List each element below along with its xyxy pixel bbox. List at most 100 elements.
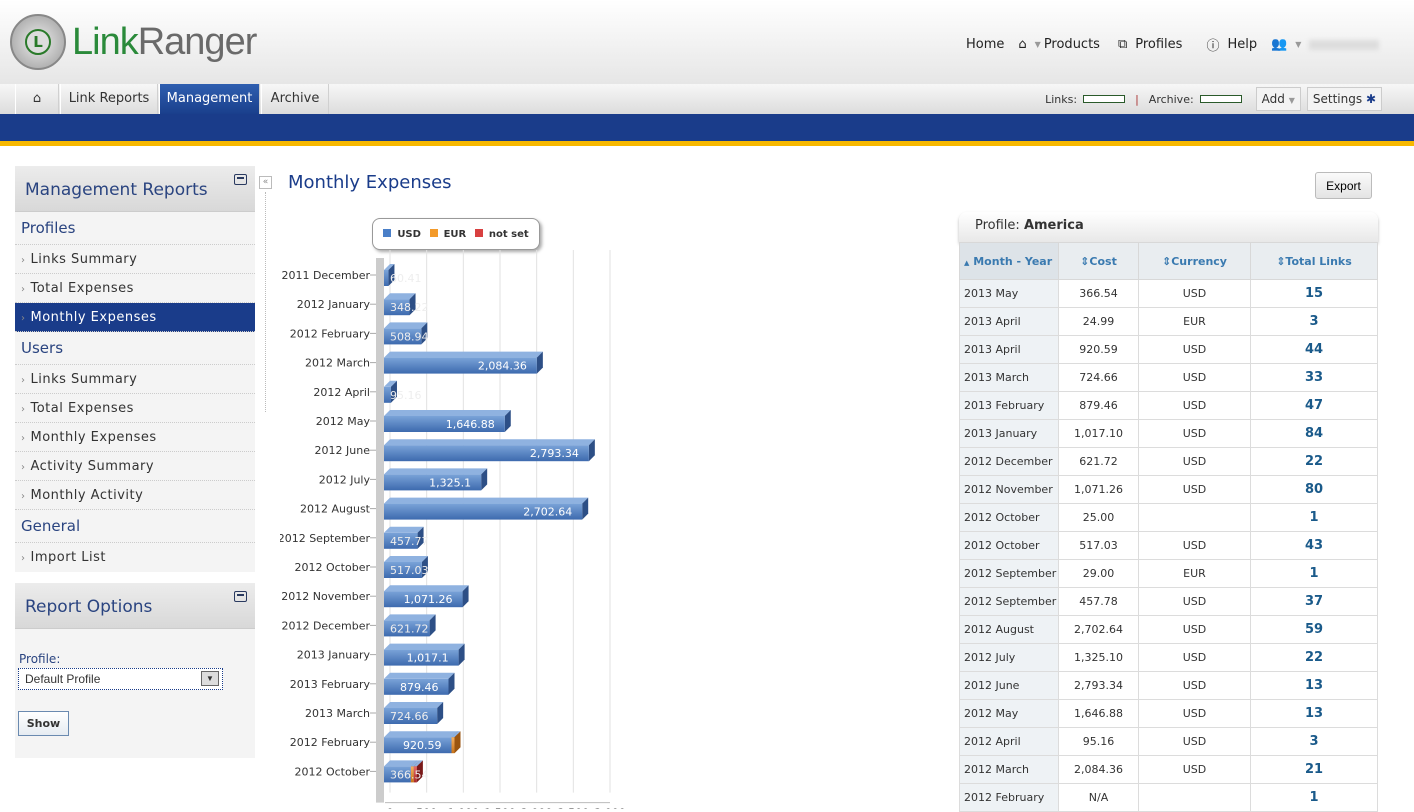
table-row[interactable]: 2012 October 25.00 1 <box>959 503 1378 532</box>
y-tick-label: 2013 February <box>290 678 371 691</box>
tab-home[interactable]: ⌂ <box>15 84 59 114</box>
table-row[interactable]: 2013 April 24.99 EUR 3 <box>959 307 1378 336</box>
table-row[interactable]: 2013 April 920.59 USD 44 <box>959 335 1378 364</box>
collapse-sidebar-icon[interactable]: « <box>259 176 272 189</box>
legend-eur[interactable]: EUR <box>429 228 466 240</box>
bar-usd[interactable] <box>384 649 459 666</box>
cell-currency: USD <box>1138 671 1251 700</box>
bar-usd[interactable] <box>384 270 389 286</box>
settings-button[interactable]: Settings ✱ <box>1306 87 1382 111</box>
minimize-icon[interactable] <box>234 174 247 185</box>
minimize-icon[interactable] <box>234 591 247 602</box>
cell-month: 2012 June <box>959 671 1059 700</box>
tab-management[interactable]: Management <box>159 84 260 114</box>
y-tick-label: 2012 March <box>305 357 370 370</box>
table-row[interactable]: 2012 April 95.16 USD 3 <box>959 727 1378 756</box>
bar-usd[interactable] <box>384 766 411 783</box>
bar-usd[interactable] <box>384 474 482 491</box>
col-cost[interactable]: ⇕Cost <box>1058 242 1139 280</box>
legend-usd[interactable]: USD <box>383 228 421 240</box>
dropdown-arrow-icon[interactable]: ▼ <box>201 671 219 686</box>
bar-usd[interactable] <box>384 445 589 462</box>
cell-currency: USD <box>1138 727 1251 756</box>
cell-cost: 29.00 <box>1058 559 1139 588</box>
logo[interactable]: L LinkRanger <box>10 14 258 70</box>
bar-usd[interactable] <box>384 708 438 724</box>
nav-products[interactable]: Products <box>1043 37 1100 52</box>
bar-usd[interactable] <box>384 620 430 637</box>
bar-top-not-set <box>413 760 423 767</box>
splitter[interactable] <box>265 192 266 412</box>
y-tick-label: 2012 January <box>297 298 371 311</box>
y-tick-label: 2011 December <box>281 269 370 282</box>
sidebar-item-users-total-expenses[interactable]: › Total Expenses <box>15 394 255 423</box>
bar-top-usd <box>384 731 458 738</box>
bar-usd[interactable] <box>384 503 583 520</box>
dropdown-arrow-icon[interactable]: ▼ <box>1034 40 1041 49</box>
table-row[interactable]: 2013 February 879.46 USD 47 <box>959 391 1378 420</box>
bar-usd[interactable] <box>384 562 422 578</box>
cell-currency: USD <box>1138 279 1251 308</box>
show-button[interactable]: Show <box>18 711 69 736</box>
user-dropdown-arrow-icon[interactable]: ▼ <box>1295 40 1302 49</box>
table-row[interactable]: 2012 September 29.00 EUR 1 <box>959 559 1378 588</box>
table-row[interactable]: 2012 September 457.78 USD 37 <box>959 587 1378 616</box>
sidebar-item-import-list[interactable]: › Import List <box>15 543 255 572</box>
table-row[interactable]: 2012 March 2,084.36 USD 21 <box>959 755 1378 784</box>
cell-currency: EUR <box>1138 307 1251 336</box>
nav-home[interactable]: Home <box>966 37 1005 52</box>
username-blurred[interactable] <box>1309 39 1380 50</box>
logo-text-link: Link <box>72 20 139 63</box>
table-row[interactable]: 2012 November 1,071.26 USD 80 <box>959 475 1378 504</box>
bar-usd[interactable] <box>384 299 410 316</box>
table-row[interactable]: 2013 May 366.54 USD 15 <box>959 279 1378 308</box>
bar-usd[interactable] <box>384 532 418 549</box>
sidebar-item-users-monthly-expenses[interactable]: › Monthly Expenses <box>15 423 255 452</box>
table-row[interactable]: 2012 August 2,702.64 USD 59 <box>959 615 1378 644</box>
usd-swatch <box>383 228 392 237</box>
export-button[interactable]: Export <box>1315 172 1372 199</box>
y-tick-label: 2012 September <box>280 532 370 545</box>
table-row[interactable]: 2012 December 621.72 USD 22 <box>959 447 1378 476</box>
table-row[interactable]: 2012 June 2,793.34 USD 13 <box>959 671 1378 700</box>
sidebar-item-profiles-links-summary[interactable]: › Links Summary <box>15 245 255 274</box>
col-currency[interactable]: ⇕Currency <box>1138 242 1251 280</box>
table-row[interactable]: 2012 July 1,325.10 USD 22 <box>959 643 1378 672</box>
legend-not-set[interactable]: not set <box>474 228 529 240</box>
data-label: 1,646.88 <box>446 418 495 431</box>
sidebar-item-users-links-summary[interactable]: › Links Summary <box>15 365 255 394</box>
nav-profiles[interactable]: Profiles <box>1135 37 1183 52</box>
bar-usd[interactable] <box>384 416 505 432</box>
cell-month: 2012 March <box>959 755 1059 784</box>
table-row[interactable]: 2012 May 1,646.88 USD 13 <box>959 699 1378 728</box>
table-row[interactable]: 2013 January 1,017.10 USD 84 <box>959 419 1378 448</box>
bar-usd[interactable] <box>384 678 449 695</box>
sidebar-item-profiles-monthly-expenses[interactable]: › Monthly Expenses <box>15 303 255 332</box>
bar-top-usd <box>384 702 444 708</box>
profile-select[interactable]: Default Profile ▼ <box>18 668 223 690</box>
nav-help[interactable]: Help <box>1227 37 1258 52</box>
table-row[interactable]: 2013 March 724.66 USD 33 <box>959 363 1378 392</box>
users-icon[interactable]: 👥 <box>1271 37 1288 52</box>
sidebar-item-users-activity-summary[interactable]: › Activity Summary <box>15 452 255 481</box>
sidebar-item-profiles-total-expenses[interactable]: › Total Expenses <box>15 274 255 303</box>
bar-eur[interactable] <box>410 766 414 783</box>
table-row[interactable]: 2012 October 517.03 USD 43 <box>959 531 1378 560</box>
cell-links: 44 <box>1250 335 1378 364</box>
bar-usd[interactable] <box>384 737 452 754</box>
item-label: Monthly Expenses <box>30 310 157 325</box>
add-button[interactable]: Add ▼ <box>1255 87 1301 111</box>
bar-usd[interactable] <box>384 591 463 608</box>
col-month-year[interactable]: ▲ Month - Year <box>959 242 1059 280</box>
bar-eur[interactable] <box>451 737 455 754</box>
logo-text-ranger: Ranger <box>137 20 258 63</box>
bar-not-set[interactable] <box>413 766 417 783</box>
tab-archive[interactable]: Archive <box>261 84 329 114</box>
tab-link-reports[interactable]: Link Reports <box>60 84 158 114</box>
bar-usd[interactable] <box>384 328 422 345</box>
col-total-links[interactable]: ⇕Total Links <box>1250 242 1378 280</box>
bar-usd[interactable] <box>384 357 537 374</box>
sidebar-item-users-monthly-activity[interactable]: › Monthly Activity <box>15 481 255 510</box>
table-row[interactable]: 2012 February N/A 1 <box>959 783 1378 812</box>
bar-usd[interactable] <box>384 386 391 403</box>
